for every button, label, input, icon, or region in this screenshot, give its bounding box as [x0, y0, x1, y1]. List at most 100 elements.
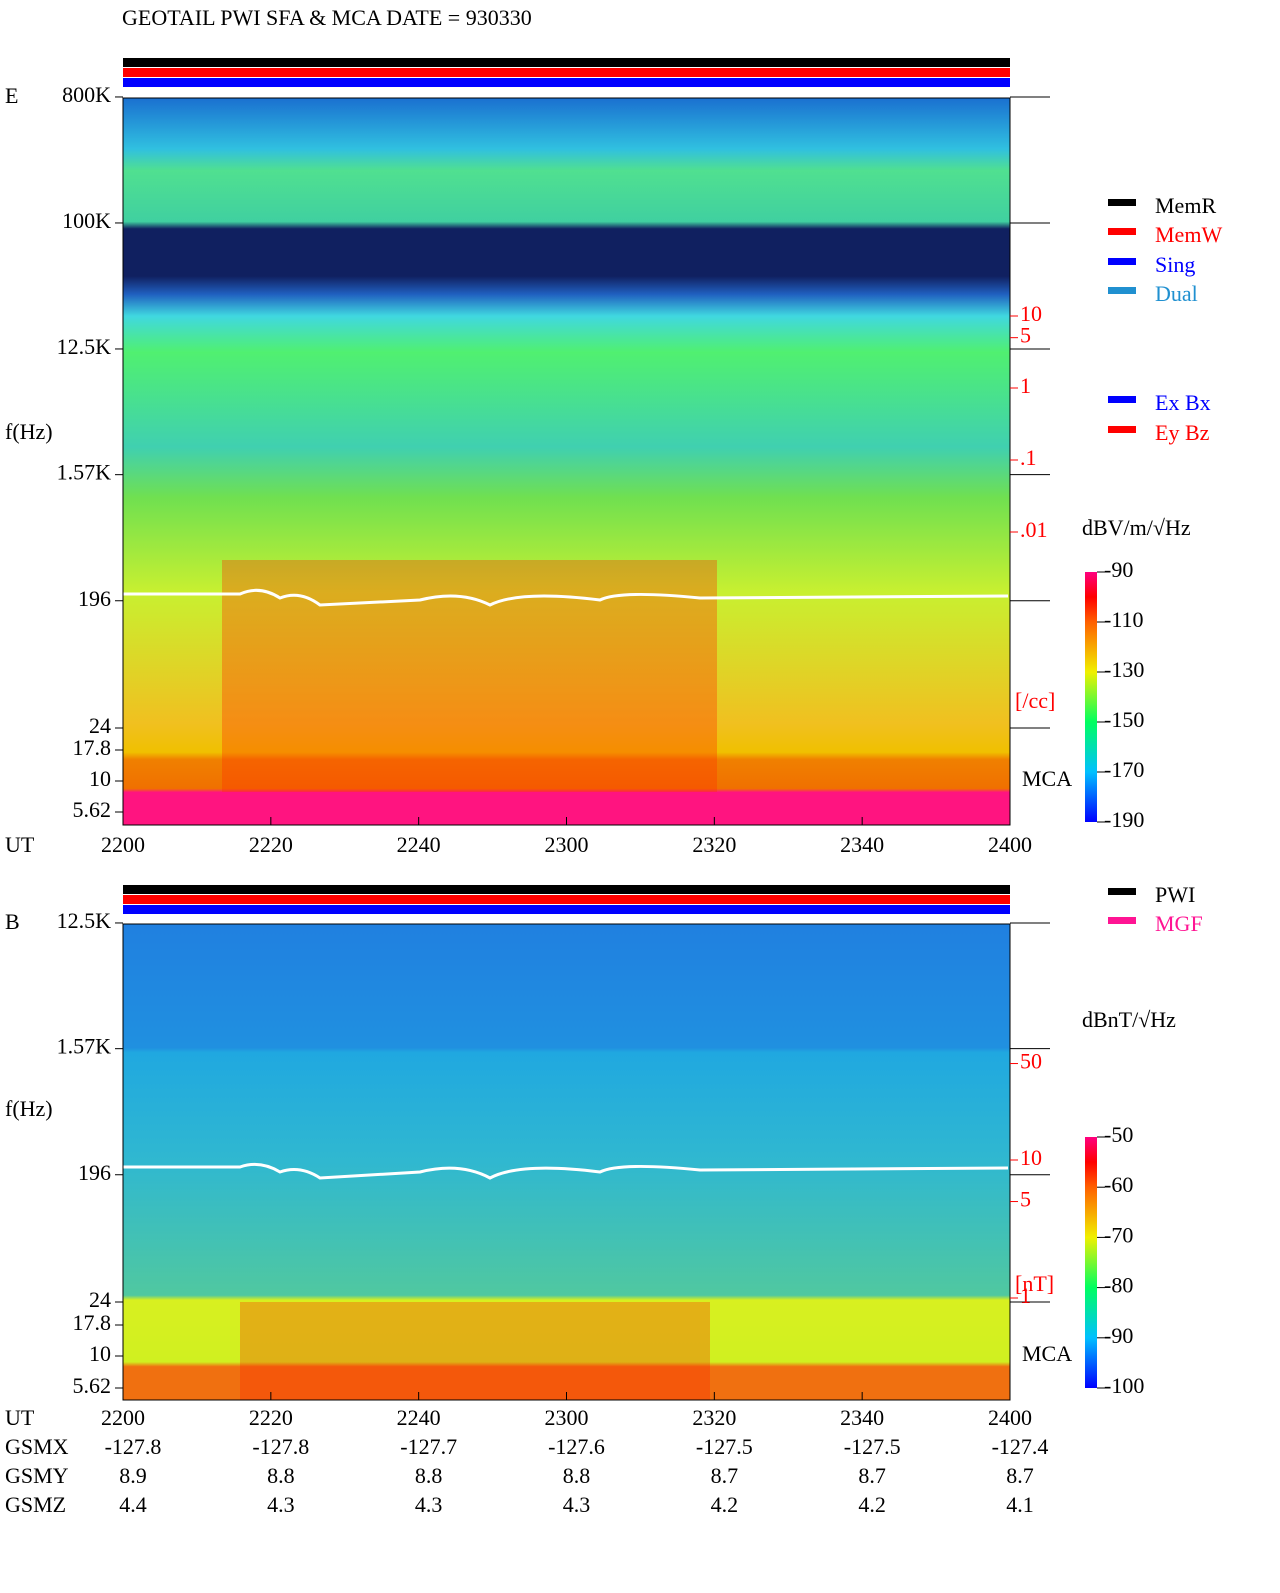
side-unit: [/cc] — [1015, 688, 1055, 713]
orbit-value: 8.7 — [1006, 1463, 1034, 1488]
mca-tick-label: 10 — [89, 1341, 111, 1366]
orbit-value: 4.3 — [563, 1492, 591, 1517]
side-tick-label: 1 — [1020, 373, 1031, 398]
status-bar — [123, 885, 1010, 894]
legend-swatch — [1108, 258, 1136, 265]
colorbar-tick-label: -80 — [1104, 1273, 1133, 1298]
orbit-value: -127.4 — [992, 1434, 1049, 1459]
orbit-value: -127.6 — [548, 1434, 605, 1459]
time-tick-label: 2300 — [545, 832, 589, 857]
side-tick-label: .1 — [1020, 445, 1037, 470]
time-tick-label: 2220 — [249, 832, 293, 857]
orbit-value: 8.8 — [415, 1463, 443, 1488]
status-bar — [123, 895, 1010, 904]
time-axis-label: UT — [5, 832, 35, 857]
orbit-value: -127.8 — [252, 1434, 309, 1459]
legend-label: MemR — [1155, 193, 1216, 218]
mca-tick-label: 10 — [89, 766, 111, 791]
legend-swatch — [1108, 426, 1136, 433]
orbit-value: -127.5 — [696, 1434, 753, 1459]
colorbar-tick-label: -110 — [1104, 607, 1144, 632]
orbit-value: 8.8 — [267, 1463, 295, 1488]
legend-label: Dual — [1155, 281, 1198, 306]
y-axis-label: f(Hz) — [5, 419, 53, 444]
time-tick-label: 2400 — [988, 832, 1032, 857]
spectrogram-e — [123, 98, 1010, 825]
time-tick-label: 2340 — [840, 832, 884, 857]
orbit-value: 8.9 — [119, 1463, 147, 1488]
legend-label: MemW — [1155, 222, 1222, 247]
legend-label: MGF — [1155, 911, 1203, 936]
mca-tick-label: 5.62 — [73, 797, 112, 822]
freq-tick-label: 800K — [62, 82, 111, 107]
colorbar-tick-label: -70 — [1104, 1222, 1133, 1247]
spectrogram-b — [123, 924, 1010, 1400]
freq-tick-label: 196 — [78, 586, 111, 611]
status-bar — [123, 58, 1010, 67]
time-tick-label: 2200 — [101, 1405, 145, 1430]
status-bar — [123, 78, 1010, 87]
orbit-value: 8.7 — [711, 1463, 739, 1488]
orbit-value: 8.8 — [563, 1463, 591, 1488]
cyclotron-line — [123, 1162, 1009, 1180]
status-bar — [123, 68, 1010, 77]
orbit-value: -127.5 — [844, 1434, 901, 1459]
emission-region — [240, 1302, 710, 1400]
time-tick-label: 2340 — [840, 1405, 884, 1430]
orbit-value: 8.7 — [858, 1463, 886, 1488]
legend-swatch — [1108, 228, 1136, 235]
time-tick-label: 2320 — [692, 1405, 736, 1430]
colorbar-tick-label: -90 — [1104, 1323, 1133, 1348]
colorbar-tick-label: -100 — [1104, 1373, 1144, 1398]
time-tick-label: 2220 — [249, 1405, 293, 1430]
colorbar-tick-label: -190 — [1104, 807, 1144, 832]
side-tick-label: .01 — [1020, 517, 1048, 542]
time-tick-label: 2320 — [692, 832, 736, 857]
cyclotron-line — [123, 588, 1009, 607]
side-tick-label: 50 — [1020, 1049, 1042, 1074]
legend-swatch — [1108, 917, 1136, 924]
title: GEOTAIL PWI SFA & MCA DATE = 930330 — [122, 5, 532, 30]
orbit-value: 4.4 — [119, 1492, 147, 1517]
orbit-value: -127.7 — [400, 1434, 457, 1459]
legend-label: Ex Bx — [1155, 390, 1211, 415]
y-axis-label: f(Hz) — [5, 1096, 53, 1121]
orbit-value: 4.3 — [415, 1492, 443, 1517]
freq-tick-label: 196 — [78, 1160, 111, 1185]
orbit-value: -127.8 — [105, 1434, 162, 1459]
colorbar-tick-label: -130 — [1104, 657, 1144, 682]
side-tick-label: 10 — [1020, 301, 1042, 326]
colorbar-unit: dBV/m/√Hz — [1082, 515, 1191, 540]
colorbar-tick-label: -170 — [1104, 757, 1144, 782]
time-axis-label: UT — [5, 1405, 35, 1430]
colorbar-tick-label: -60 — [1104, 1172, 1133, 1197]
colorbar-tick-label: -50 — [1104, 1122, 1133, 1147]
colorbar — [1085, 1137, 1097, 1388]
legend-swatch — [1108, 199, 1136, 206]
side-tick-label: 1 — [1020, 1283, 1031, 1308]
mca-tick-label: 5.62 — [73, 1373, 112, 1398]
time-tick-label: 2200 — [101, 832, 145, 857]
time-tick-label: 2400 — [988, 1405, 1032, 1430]
legend-label: Sing — [1155, 252, 1195, 277]
panel-label: B — [5, 909, 20, 934]
freq-tick-label: 12.5K — [57, 334, 112, 359]
legend-swatch — [1108, 888, 1136, 895]
panel-label: E — [5, 83, 18, 108]
freq-tick-label: 24 — [89, 713, 111, 738]
legend-label: Ey Bz — [1155, 420, 1210, 445]
colorbar-unit: dBnT/√Hz — [1082, 1007, 1176, 1032]
mca-label: MCA — [1022, 1341, 1072, 1366]
status-bar — [123, 905, 1010, 914]
time-tick-label: 2240 — [397, 1405, 441, 1430]
colorbar — [1085, 572, 1097, 822]
orbit-value: 4.2 — [858, 1492, 886, 1517]
side-tick-label: 5 — [1020, 323, 1031, 348]
orbit-label: GSMX — [5, 1434, 69, 1459]
side-tick-label: 5 — [1020, 1187, 1031, 1212]
mca-label: MCA — [1022, 766, 1072, 791]
freq-tick-label: 1.57K — [57, 1034, 112, 1059]
colorbar-tick-label: -90 — [1104, 557, 1133, 582]
freq-tick-label: 24 — [89, 1287, 111, 1312]
